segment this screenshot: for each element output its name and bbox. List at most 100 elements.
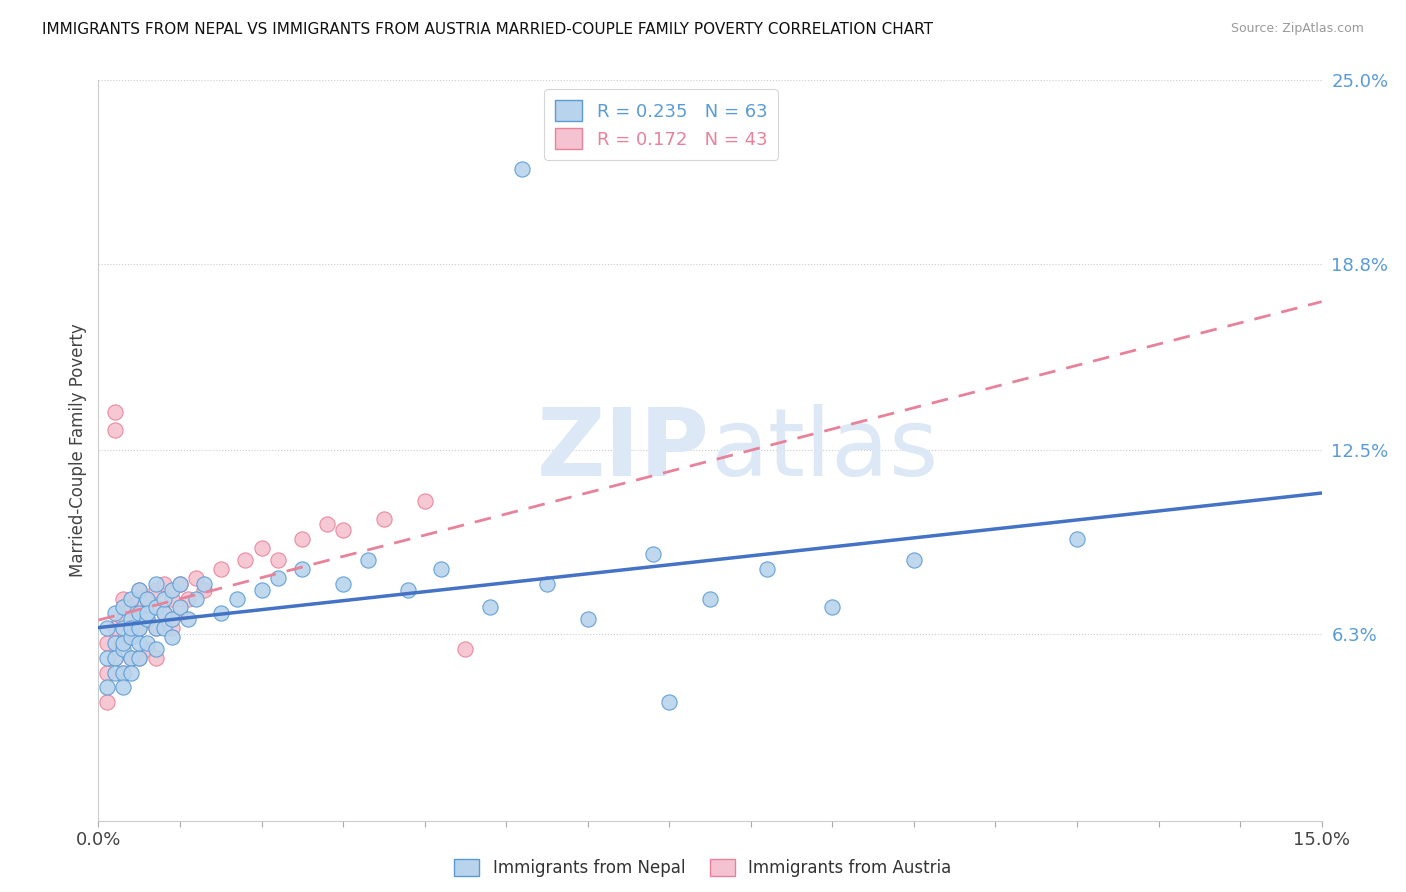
Point: [478, 600, 501, 615]
Point: [160, 591, 183, 606]
Point: [136, 591, 159, 606]
Point: [145, 621, 167, 635]
Point: [128, 621, 150, 635]
Point: [104, 665, 127, 680]
Point: [96, 681, 118, 695]
Point: [104, 405, 127, 419]
Point: [96, 621, 118, 635]
Point: [120, 665, 142, 680]
Text: ZIP: ZIP: [537, 404, 710, 497]
Point: [226, 591, 249, 606]
Point: [120, 600, 142, 615]
Point: [152, 607, 174, 621]
Point: [104, 621, 127, 635]
Point: [291, 533, 314, 547]
Point: [160, 621, 183, 635]
Point: [96, 636, 118, 650]
Point: [136, 641, 159, 656]
Point: [120, 650, 142, 665]
Point: [373, 511, 395, 525]
Point: [413, 493, 436, 508]
Point: [152, 621, 174, 635]
Text: atlas: atlas: [710, 404, 938, 497]
Point: [699, 591, 721, 606]
Point: [104, 636, 127, 650]
Point: [111, 665, 134, 680]
Point: [128, 650, 150, 665]
Point: [152, 576, 174, 591]
Point: [128, 650, 150, 665]
Point: [160, 612, 183, 626]
Point: [128, 591, 150, 606]
Point: [903, 553, 925, 567]
Point: [136, 612, 159, 626]
Point: [233, 553, 256, 567]
Point: [104, 607, 127, 621]
Point: [332, 524, 354, 538]
Point: [145, 650, 167, 665]
Point: [111, 591, 134, 606]
Point: [160, 630, 183, 644]
Point: [145, 621, 167, 635]
Point: [315, 517, 337, 532]
Point: [152, 607, 174, 621]
Point: [96, 695, 118, 709]
Point: [454, 641, 477, 656]
Point: [111, 641, 134, 656]
Point: [136, 591, 159, 606]
Point: [136, 612, 159, 626]
Point: [111, 621, 134, 635]
Point: [111, 636, 134, 650]
Point: [291, 562, 314, 576]
Point: [821, 600, 844, 615]
Point: [152, 591, 174, 606]
Point: [250, 582, 273, 597]
Point: [136, 607, 159, 621]
Point: [120, 650, 142, 665]
Point: [145, 600, 167, 615]
Point: [169, 576, 191, 591]
Point: [1066, 533, 1088, 547]
Point: [267, 553, 290, 567]
Point: [332, 576, 354, 591]
Point: [145, 582, 167, 597]
Point: [104, 650, 127, 665]
Point: [128, 582, 150, 597]
Point: [120, 630, 142, 644]
Point: [120, 621, 142, 635]
Point: [111, 636, 134, 650]
Point: [193, 576, 215, 591]
Point: [111, 612, 134, 626]
Point: [120, 591, 142, 606]
Text: IMMIGRANTS FROM NEPAL VS IMMIGRANTS FROM AUSTRIA MARRIED-COUPLE FAMILY POVERTY C: IMMIGRANTS FROM NEPAL VS IMMIGRANTS FROM…: [42, 22, 934, 37]
Point: [267, 571, 290, 585]
Point: [128, 636, 150, 650]
Point: [120, 612, 142, 626]
Point: [186, 571, 208, 585]
Point: [111, 665, 134, 680]
Point: [186, 591, 208, 606]
Point: [756, 562, 779, 576]
Point: [136, 636, 159, 650]
Point: [104, 423, 127, 437]
Point: [430, 562, 453, 576]
Legend: R = 0.235   N = 63, R = 0.172   N = 43: R = 0.235 N = 63, R = 0.172 N = 43: [544, 89, 778, 160]
Point: [356, 553, 378, 567]
Point: [128, 621, 150, 635]
Point: [169, 600, 191, 615]
Point: [512, 162, 534, 177]
Point: [96, 665, 118, 680]
Point: [576, 612, 599, 626]
Point: [169, 576, 191, 591]
Point: [169, 607, 191, 621]
Point: [111, 600, 134, 615]
Point: [658, 695, 681, 709]
Point: [396, 582, 419, 597]
Point: [209, 607, 232, 621]
Point: [111, 681, 134, 695]
Point: [145, 641, 167, 656]
Point: [128, 607, 150, 621]
Point: [536, 576, 558, 591]
Point: [128, 582, 150, 597]
Point: [177, 612, 200, 626]
